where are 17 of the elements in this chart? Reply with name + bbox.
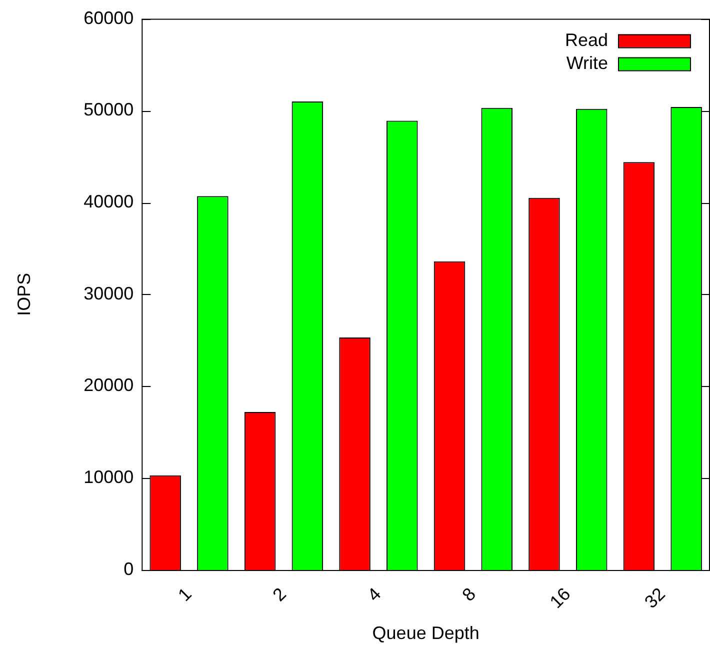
y-tick-label: 10000 <box>84 467 134 488</box>
y-tick-label: 20000 <box>84 375 134 396</box>
x-tick-label: 16 <box>546 584 574 612</box>
legend-label: Write <box>566 52 608 73</box>
x-axis-title: Queue Depth <box>372 623 480 644</box>
x-tick-label: 8 <box>458 584 480 606</box>
x-tick-label: 4 <box>364 584 385 606</box>
y-tick-label: 0 <box>124 558 134 579</box>
x-tick-label: 2 <box>268 584 290 606</box>
y-tick-label: 50000 <box>84 100 134 120</box>
y-tick-label: 60000 <box>84 8 134 28</box>
x-tick-label: 1 <box>174 584 196 606</box>
y-tick-label: 40000 <box>84 191 134 212</box>
legend-label: Read <box>564 30 608 50</box>
x-tick-label: 32 <box>640 584 669 612</box>
y-axis-title: IOPS <box>14 272 34 316</box>
y-tick-label: 30000 <box>84 283 134 304</box>
